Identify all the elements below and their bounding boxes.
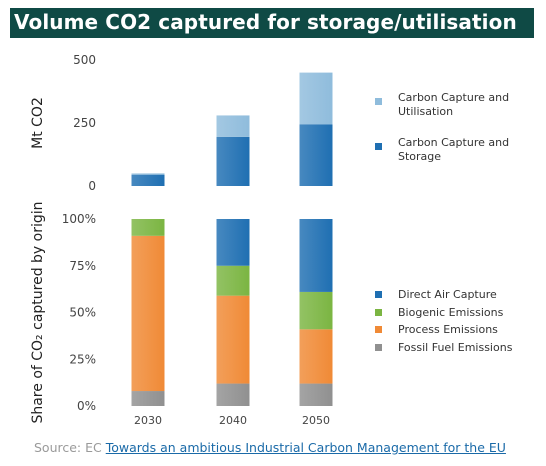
y-tick-label: 250 — [73, 116, 96, 130]
bar-biogenic-emissions-2050 — [299, 291, 333, 330]
y-tick-label: 0 — [88, 179, 96, 193]
source-prefix: Source: EC — [34, 440, 106, 455]
y-tick-label: 25% — [69, 352, 96, 366]
legend-label-process-emissions: Process Emissions — [398, 323, 498, 336]
x-tick-label: 2040 — [219, 414, 247, 427]
bar-carbon-capture-and-utilisation-2030 — [131, 173, 165, 175]
bar-fossil-fuel-emissions-2040 — [216, 383, 250, 406]
legend-swatch-process-emissions — [375, 326, 382, 333]
legend-label-biogenic-emissions: Biogenic Emissions — [398, 306, 504, 319]
bar-process-emissions-2040 — [216, 295, 250, 384]
x-tick-label: 2030 — [134, 414, 162, 427]
bar-carbon-capture-and-utilisation-2040 — [216, 115, 250, 137]
source-link[interactable]: Towards an ambitious Industrial Carbon M… — [105, 440, 506, 455]
y-tick-label: 50% — [69, 306, 96, 320]
page-title: Volume CO2 captured for storage/utilisat… — [14, 10, 517, 34]
legend-swatch-fossil-fuel-emissions — [375, 344, 382, 351]
legend-swatch-direct-air-capture — [375, 291, 382, 298]
legend-swatch-carbon-capture-and-utilisation — [375, 98, 382, 105]
y-tick-label: 100% — [62, 212, 96, 226]
bar-process-emissions-2050 — [299, 329, 333, 384]
legend-label-direct-air-capture: Direct Air Capture — [398, 288, 497, 301]
bar-direct-air-capture-2040 — [216, 219, 250, 266]
source-note: Source: EC Towards an ambitious Industri… — [34, 440, 506, 455]
bar-biogenic-emissions-2040 — [216, 265, 250, 296]
bar-carbon-capture-and-storage-2030 — [131, 174, 165, 186]
bar-carbon-capture-and-storage-2040 — [216, 136, 250, 186]
bar-process-emissions-2030 — [131, 235, 165, 392]
y-tick-label: 75% — [69, 259, 96, 273]
bar-carbon-capture-and-storage-2050 — [299, 124, 333, 186]
bar-carbon-capture-and-utilisation-2050 — [299, 72, 333, 125]
y-tick-label: 500 — [73, 53, 96, 67]
bar-biogenic-emissions-2030 — [131, 219, 165, 236]
legend-label-carbon-capture-and-storage: Carbon Capture and Storage — [398, 136, 509, 163]
legend-label-fossil-fuel-emissions: Fossil Fuel Emissions — [398, 341, 513, 354]
bar-fossil-fuel-emissions-2030 — [131, 391, 165, 406]
legend-label-carbon-capture-and-utilisation: Carbon Capture and Utilisation — [398, 91, 509, 118]
x-tick-label: 2050 — [302, 414, 330, 427]
legend-swatch-carbon-capture-and-storage — [375, 143, 382, 150]
y-tick-label: 0% — [77, 399, 96, 413]
title-bar: Volume CO2 captured for storage/utilisat… — [10, 8, 534, 38]
bar-direct-air-capture-2050 — [299, 219, 333, 292]
legend-swatch-biogenic-emissions — [375, 309, 382, 316]
y-axis-label: Share of CO₂ captured by origin — [30, 201, 46, 423]
y-axis-label: Mt CO2 — [30, 97, 46, 149]
bar-fossil-fuel-emissions-2050 — [299, 383, 333, 406]
